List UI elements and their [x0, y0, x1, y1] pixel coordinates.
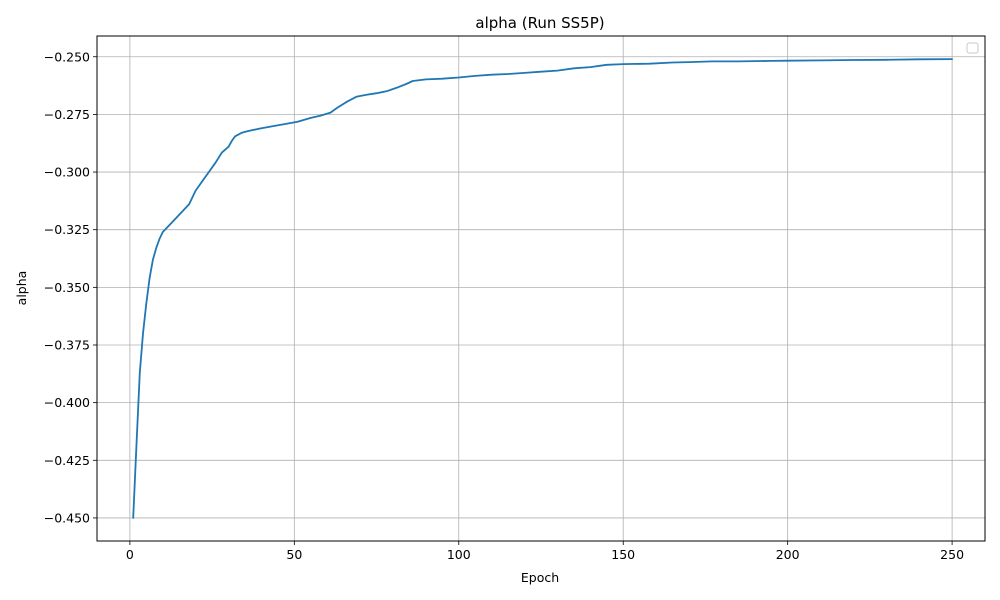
x-tick-label: 100 [447, 547, 471, 562]
y-tick-label: −0.425 [44, 453, 90, 468]
y-axis-ticks: −0.250 −0.275 −0.300 −0.325 −0.350 −0.375 −0.4… [44, 49, 97, 525]
y-axis-label: alpha [14, 271, 29, 306]
y-tick-label: −0.275 [44, 107, 90, 122]
grid-lines [97, 36, 985, 541]
x-tick-label: 200 [776, 547, 800, 562]
y-tick-label: −0.400 [44, 395, 90, 410]
y-tick-label: −0.325 [44, 222, 90, 237]
x-tick-label: 0 [126, 547, 134, 562]
series-layer [132, 58, 953, 519]
plot-frame [96, 35, 986, 542]
y-tick-label: −0.300 [44, 165, 90, 180]
x-axis-ticks: 0 50 100 150 200 250 [126, 541, 964, 562]
chart-title: alpha (Run SS5P) [475, 14, 604, 32]
y-tick-label: −0.450 [44, 510, 90, 525]
legend-box [966, 42, 979, 54]
y-tick-label: −0.350 [44, 280, 90, 295]
x-axis-label: Epoch [521, 570, 559, 585]
alpha-series-line [132, 58, 953, 519]
y-tick-label: −0.250 [44, 49, 90, 64]
y-tick-label: −0.375 [44, 337, 90, 352]
x-tick-label: 150 [611, 547, 635, 562]
x-tick-label: 50 [286, 547, 302, 562]
x-tick-label: 250 [940, 547, 964, 562]
